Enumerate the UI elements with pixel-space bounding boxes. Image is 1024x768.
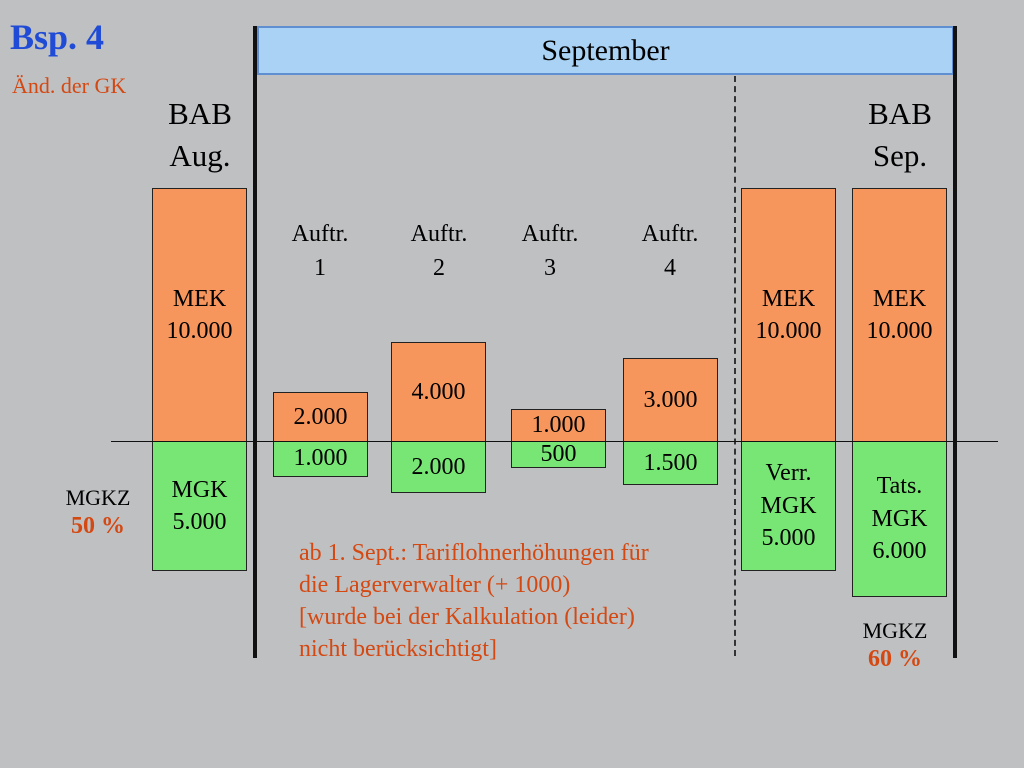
aug-mgk-block: MGK 5.000 <box>152 441 247 571</box>
order-4-mek-block: 3.000 <box>623 358 718 442</box>
order-3-mek-block: 1.000 <box>511 409 606 442</box>
order-4-mgk-value: 1.500 <box>643 449 698 476</box>
order-4-label: Auftr. <box>641 221 699 247</box>
order-2-mek-value: 4.000 <box>411 378 466 405</box>
order-2-number: 2 <box>433 254 445 281</box>
order-4-mgk-block: 1.500 <box>623 441 718 485</box>
mgkz-right: MGKZ 60 % <box>845 617 945 673</box>
tats-mek-value: 10.000 <box>866 318 933 344</box>
order-1-mek-block: 2.000 <box>273 392 368 442</box>
order-4-heading: Auftr. 4 <box>620 218 720 285</box>
verr-mgk-line1: Verr. <box>765 460 812 487</box>
aug-mgk-label: MGK <box>171 476 228 503</box>
verr-mgk-line2: MGK <box>760 492 817 519</box>
order-4-mek-value: 3.000 <box>643 386 698 413</box>
order-4-number: 4 <box>664 254 676 281</box>
note-text: ab 1. Sept.: Tariflohnerhöhungen für die… <box>299 538 719 666</box>
dashed-divider <box>734 76 736 656</box>
verr-mgk-value: 5.000 <box>761 525 816 552</box>
note-line-2: die Lagerverwalter (+ 1000) <box>299 571 571 598</box>
aug-mek-value: 10.000 <box>166 318 233 344</box>
order-1-mgk-value: 1.000 <box>293 445 348 471</box>
slide-subtitle: Änd. der GK <box>12 73 127 98</box>
aug-mek-block: MEK 10.000 <box>152 188 247 442</box>
order-2-heading: Auftr. 2 <box>389 218 489 285</box>
mek-mgk-baseline <box>111 441 998 442</box>
order-1-number: 1 <box>314 254 326 281</box>
order-3-mgk-block: 500 <box>511 441 606 468</box>
tats-mgk-value: 6.000 <box>872 538 927 565</box>
month-header: September <box>257 26 954 75</box>
order-2-label: Auftr. <box>410 221 468 247</box>
mgkz-right-label: MGKZ <box>862 618 928 643</box>
bab-sep-heading: BAB Sep. <box>850 93 950 177</box>
aug-mgk-value: 5.000 <box>172 509 227 535</box>
verr-mek-block: MEK 10.000 <box>741 188 836 442</box>
tats-mek-block: MEK 10.000 <box>852 188 947 442</box>
order-3-heading: Auftr. 3 <box>500 218 600 285</box>
slide-title: Bsp. 4 <box>10 17 105 57</box>
left-divider <box>253 26 257 658</box>
order-3-mek-value: 1.000 <box>531 411 586 438</box>
tats-mgk-line2: MGK <box>871 505 928 532</box>
bab-sep-line1: BAB <box>868 96 932 131</box>
order-2-mek-block: 4.000 <box>391 342 486 442</box>
order-2-mgk-block: 2.000 <box>391 441 486 493</box>
mgkz-left-label: MGKZ <box>65 485 131 510</box>
note-line-1: ab 1. Sept.: Tariflohnerhöhungen für <box>299 540 649 566</box>
note-line-3: [wurde bei der Kalkulation (leider) <box>299 603 635 630</box>
mgkz-right-value: 60 % <box>868 645 922 672</box>
order-1-heading: Auftr. 1 <box>270 218 370 285</box>
order-1-label: Auftr. <box>291 221 349 247</box>
tats-mek-label: MEK <box>872 285 927 312</box>
verr-mek-label: MEK <box>761 285 816 312</box>
verr-mgk-block: Verr. MGK 5.000 <box>741 441 836 571</box>
mgkz-left-value: 50 % <box>71 512 125 539</box>
mgkz-left: MGKZ 50 % <box>48 484 148 540</box>
order-3-label: Auftr. <box>521 221 579 247</box>
tats-mgk-line1: Tats. <box>876 473 923 500</box>
aug-mek-label: MEK <box>172 285 227 312</box>
bab-aug-line1: BAB <box>168 96 232 131</box>
verr-mek-value: 10.000 <box>755 318 822 344</box>
order-2-mgk-value: 2.000 <box>411 453 466 480</box>
bab-aug-line2: Aug. <box>169 137 231 173</box>
order-1-mgk-block: 1.000 <box>273 441 368 477</box>
order-1-mek-value: 2.000 <box>293 403 348 430</box>
bab-sep-line2: Sep. <box>872 137 928 173</box>
right-divider <box>953 26 957 658</box>
note-line-4: nicht berücksichtigt] <box>299 635 497 662</box>
order-3-number: 3 <box>544 254 556 281</box>
order-3-mgk-value: 500 <box>540 441 577 468</box>
bab-aug-heading: BAB Aug. <box>150 93 250 177</box>
tats-mgk-block: Tats. MGK 6.000 <box>852 441 947 597</box>
